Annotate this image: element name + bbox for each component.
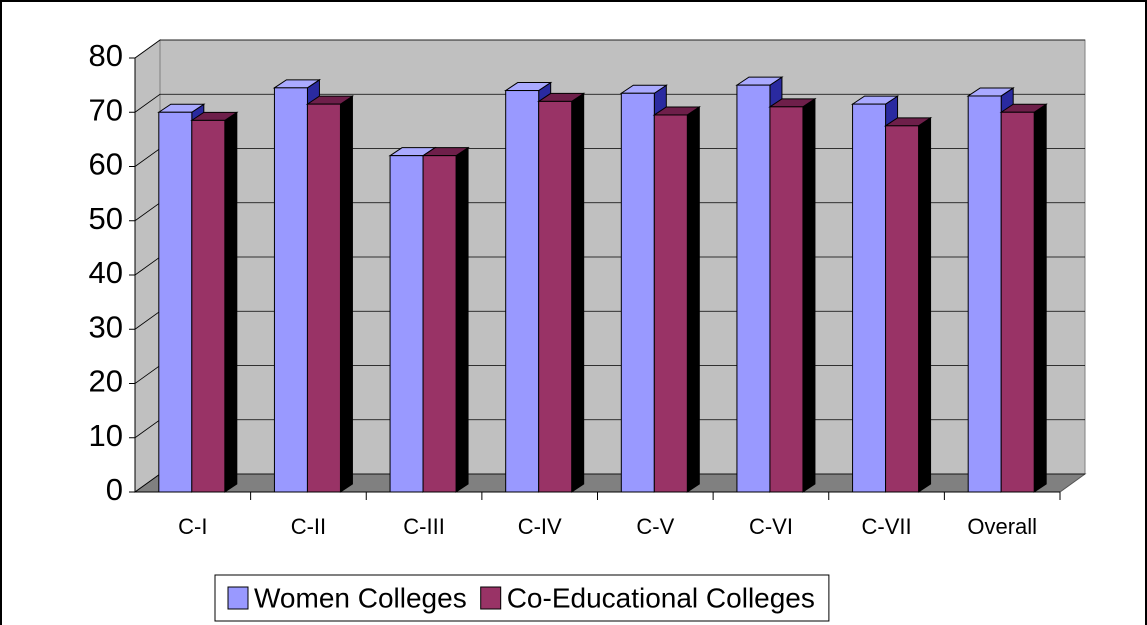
legend-label: Co-Educational Colleges (507, 582, 815, 613)
x-tick-label: C-V (636, 514, 674, 539)
x-tick-label: C-I (178, 514, 207, 539)
y-tick-label: 0 (106, 472, 123, 507)
bar (885, 125, 920, 493)
legend-label: Women Colleges (254, 582, 467, 613)
legend-box (214, 574, 830, 622)
y-tick-label: 80 (89, 38, 123, 73)
bar-side (802, 97, 816, 493)
bar (505, 90, 540, 493)
bar (620, 92, 655, 493)
bar (736, 84, 771, 493)
y-tick-label: 20 (89, 364, 123, 399)
bar (273, 87, 308, 493)
x-tick-label: C-IV (518, 514, 562, 539)
y-tick-label: 50 (89, 201, 123, 236)
y-tick-label: 60 (89, 147, 123, 182)
grid-line (134, 39, 1085, 59)
bar (538, 100, 573, 493)
legend-swatch (227, 586, 249, 610)
bar-side (224, 111, 238, 493)
bar (158, 111, 193, 493)
bar-side (455, 146, 469, 493)
bar (389, 155, 424, 493)
bar (306, 103, 341, 493)
bar-side (918, 116, 932, 493)
bar (852, 103, 887, 493)
legend-swatch (480, 586, 502, 610)
bar (967, 95, 1002, 493)
x-tick-label: Overall (967, 514, 1037, 539)
bar (769, 106, 804, 493)
bar-side (339, 95, 353, 493)
x-tick-label: C-III (403, 514, 445, 539)
y-tick-label: 40 (89, 255, 123, 290)
bar (1000, 111, 1035, 493)
x-tick-label: C-VII (862, 514, 912, 539)
bar-side (1033, 103, 1047, 493)
y-tick-label: 30 (89, 309, 123, 344)
bar (191, 119, 226, 493)
bar (422, 155, 457, 493)
bar-side (571, 92, 585, 493)
x-tick-label: C-VI (749, 514, 793, 539)
x-tick-label: C-II (291, 514, 326, 539)
bar-side (686, 106, 700, 493)
y-tick-label: 10 (89, 418, 123, 453)
bar (653, 114, 688, 493)
y-tick-label: 70 (89, 92, 123, 127)
